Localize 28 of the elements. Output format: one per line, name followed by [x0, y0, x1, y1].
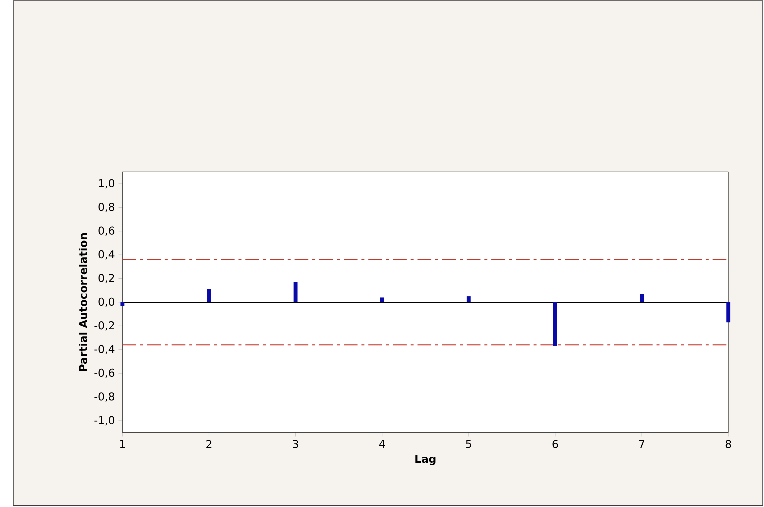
x-tick-label: 1 [120, 440, 126, 448]
y-tick-label: -0,8 [94, 392, 115, 402]
y-tick-label: 0,2 [98, 274, 114, 284]
y-tick-label: 0,4 [98, 250, 115, 260]
bar [380, 298, 384, 303]
y-tick-label: 0,8 [98, 203, 115, 213]
bar [294, 282, 298, 303]
y-tick-label: -1,0 [94, 416, 115, 426]
y-tick-label: 1,0 [99, 180, 115, 189]
y-axis-title: Partial Autocorrelation [79, 234, 88, 372]
bar [640, 294, 644, 303]
x-tick-label: 8 [726, 440, 732, 449]
bar [726, 302, 731, 323]
y-tick-label: -0,4 [94, 345, 115, 355]
x-tick-label: 4 [379, 440, 386, 448]
y-tick-label: -0,6 [94, 369, 115, 378]
bar [466, 296, 471, 303]
x-tick-label: 6 [552, 440, 558, 449]
x-axis-title: Lag [416, 455, 436, 466]
x-tick-label: 2 [206, 440, 212, 448]
y-tick-label: -0,2 [94, 322, 114, 332]
y-tick-label: 0,0 [98, 298, 115, 308]
bar [120, 302, 125, 306]
x-tick-label: 7 [639, 440, 645, 448]
y-tick-label: 0,6 [98, 226, 115, 236]
x-tick-label: 3 [293, 440, 298, 449]
bar [554, 302, 558, 347]
x-tick-label: 5 [466, 440, 472, 448]
